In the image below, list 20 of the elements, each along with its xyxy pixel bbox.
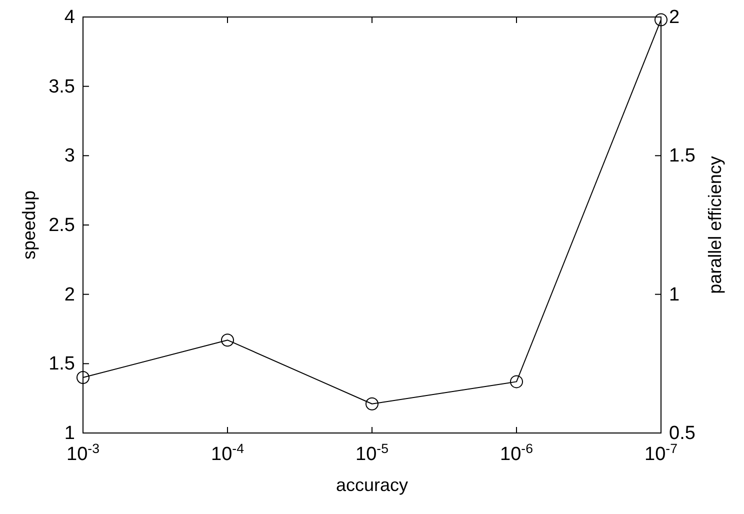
point [654,13,668,26]
y-tick-label: 3 [64,146,75,167]
y-tick-label: 1.5 [48,354,75,375]
point [221,334,234,347]
x-tick-label: 10$^{-6}$ [500,440,533,465]
x-tick-label: 10$^{-4}$ [211,440,244,465]
y2-tick-label: 2 [669,7,680,28]
x-axis-title: accuracy [336,475,408,495]
y-tick-label: 4 [64,7,76,28]
y2-tick-label: 1 [669,284,680,306]
y2-axis-title: parallel efficiency [705,156,725,294]
point [76,371,90,384]
x-tick-label: 10$^{-5}$ [356,440,388,465]
y2-tick-label: 1.5 [669,146,696,167]
y-axis-title: speedup [19,190,39,260]
point [510,375,523,388]
y-tick-label: 2.5 [48,215,75,236]
y-tick-label: 2 [64,284,75,306]
point [366,397,378,410]
y-tick-label: 3.5 [48,76,75,98]
